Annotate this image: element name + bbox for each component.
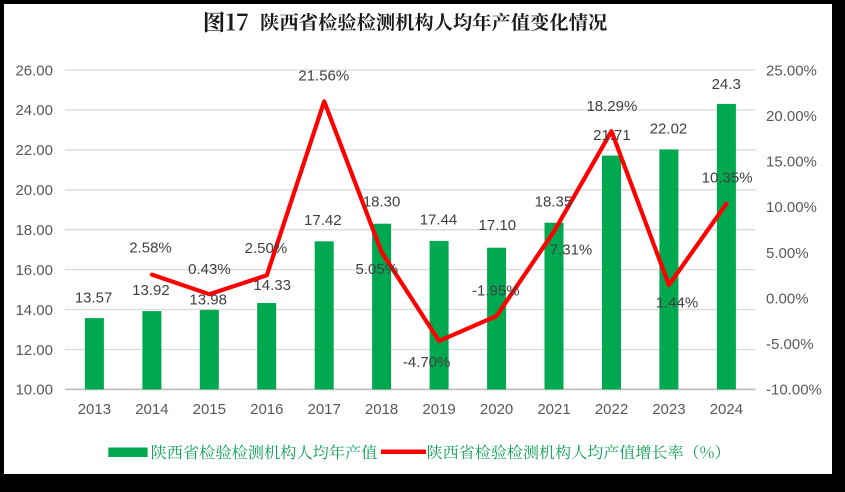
svg-text:0.00%: 0.00% [766,290,809,307]
svg-text:18.30: 18.30 [363,193,401,210]
svg-text:21.71: 21.71 [593,127,631,144]
svg-text:22.00: 22.00 [15,142,53,159]
svg-text:2022: 2022 [595,401,628,418]
svg-text:2.50%: 2.50% [245,240,288,257]
svg-text:7.31%: 7.31% [550,242,593,259]
svg-text:20.00%: 20.00% [766,108,817,125]
svg-text:25.00%: 25.00% [766,62,817,79]
svg-text:24.3: 24.3 [712,76,741,93]
svg-text:0.43%: 0.43% [188,261,231,278]
svg-text:12.00: 12.00 [15,342,53,359]
svg-text:2015: 2015 [193,401,226,418]
svg-text:18.00: 18.00 [15,222,53,239]
svg-text:10.00: 10.00 [15,382,53,399]
svg-text:13.92: 13.92 [132,282,170,299]
svg-text:22.02: 22.02 [650,121,688,138]
svg-text:2020: 2020 [480,401,513,418]
svg-text:2024: 2024 [710,401,743,418]
svg-text:-4.70%: -4.70% [403,354,451,371]
svg-text:2016: 2016 [250,401,283,418]
svg-text:2.58%: 2.58% [129,240,172,257]
svg-text:5.00%: 5.00% [766,245,809,262]
svg-text:24.00: 24.00 [15,102,53,119]
svg-text:2023: 2023 [652,401,685,418]
svg-text:1.44%: 1.44% [656,294,699,311]
svg-text:18.35: 18.35 [535,194,573,211]
svg-text:2014: 2014 [135,401,168,418]
svg-text:10.00%: 10.00% [766,199,817,216]
svg-text:13.57: 13.57 [75,289,113,306]
svg-text:2021: 2021 [537,401,570,418]
svg-text:2013: 2013 [78,401,111,418]
svg-text:2019: 2019 [422,401,455,418]
svg-text:16.00: 16.00 [15,262,53,279]
svg-text:2017: 2017 [308,401,341,418]
svg-text:5.05%: 5.05% [356,261,399,278]
svg-text:20.00: 20.00 [15,182,53,199]
svg-text:-10.00%: -10.00% [766,382,822,399]
svg-text:17.44: 17.44 [420,212,458,229]
svg-text:17.42: 17.42 [304,212,342,229]
svg-text:14.33: 14.33 [253,277,291,294]
svg-text:2018: 2018 [365,401,398,418]
svg-text:15.00%: 15.00% [766,154,817,171]
svg-text:14.00: 14.00 [15,302,53,319]
svg-text:18.29%: 18.29% [586,98,637,115]
svg-text:-5.00%: -5.00% [766,336,814,353]
svg-text:21.56%: 21.56% [298,68,349,85]
svg-text:26.00: 26.00 [15,62,53,79]
svg-text:13.98: 13.98 [189,291,227,308]
svg-text:10.35%: 10.35% [702,170,753,187]
svg-text:17.10: 17.10 [479,217,517,234]
svg-text:-1.95%: -1.95% [472,283,520,300]
